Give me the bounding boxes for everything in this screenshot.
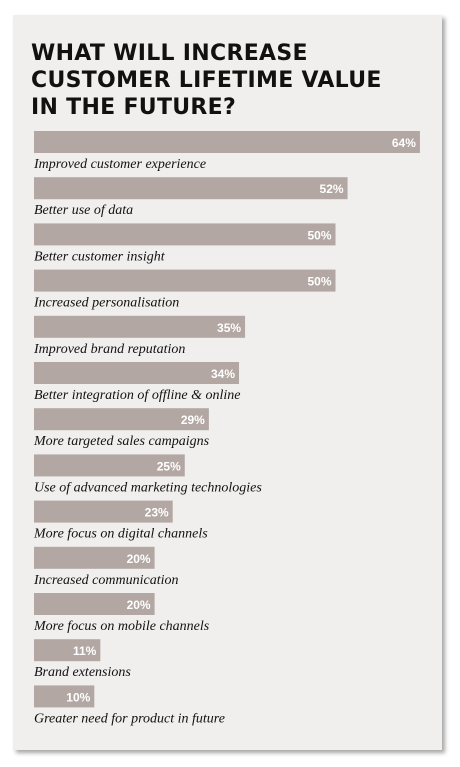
- category-label-2: Better use of data: [34, 203, 133, 218]
- bar-6: [34, 362, 240, 384]
- bar-value-label-11: 20%: [127, 598, 151, 612]
- category-label-12: Brand extensions: [34, 665, 131, 680]
- category-label-10: Increased communication: [33, 573, 179, 588]
- bar-value-label-3: 50%: [307, 228, 331, 242]
- bar-4: [34, 269, 336, 292]
- bar-5: [34, 315, 246, 338]
- category-label-7: More targeted sales campaigns: [33, 434, 210, 449]
- bar-1: [34, 131, 420, 153]
- bar-8: [34, 454, 185, 477]
- bar-value-label-4: 50%: [307, 275, 331, 289]
- bar-value-label-7: 29%: [181, 413, 205, 427]
- chart-title-line-3: IN THE FUTURE?: [31, 95, 237, 120]
- bar-2: [34, 177, 348, 200]
- bar-value-label-2: 52%: [320, 182, 344, 196]
- bar-value-label-12: 11%: [73, 644, 97, 658]
- bar-10: [34, 546, 155, 569]
- category-label-4: Increased personalisation: [33, 296, 179, 311]
- category-label-13: Greater need for product in future: [34, 711, 225, 726]
- bar-value-label-1: 64%: [392, 136, 416, 150]
- chart-title: WHAT WILL INCREASE CUSTOMER LIFETIME VAL…: [31, 40, 431, 121]
- bar-9: [34, 500, 173, 523]
- chart-title-line-1: WHAT WILL INCREASE: [31, 41, 308, 66]
- bar-value-label-9: 23%: [145, 506, 169, 520]
- bar-11: [34, 593, 155, 615]
- category-label-3: Better customer insight: [34, 249, 166, 264]
- bar-value-label-6: 34%: [211, 367, 235, 381]
- category-label-5: Improved brand reputation: [33, 342, 185, 357]
- bar-value-label-5: 35%: [217, 321, 241, 335]
- bar-3: [34, 223, 336, 246]
- bar-value-label-13: 10%: [66, 690, 90, 704]
- bar-12: [34, 639, 101, 662]
- bar-value-label-10: 20%: [127, 552, 151, 566]
- bar-value-label-8: 25%: [157, 459, 181, 473]
- bar-13: [34, 685, 95, 708]
- category-label-6: Better integration of offline & online: [34, 388, 240, 403]
- category-label-8: Use of advanced marketing technologies: [34, 480, 262, 495]
- category-label-9: More focus on digital channels: [33, 527, 208, 542]
- category-label-1: Improved customer experience: [33, 157, 206, 172]
- bar-7: [34, 408, 209, 431]
- category-label-11: More focus on mobile channels: [33, 619, 210, 634]
- chart-title-line-2: CUSTOMER LIFETIME VALUE: [31, 68, 382, 93]
